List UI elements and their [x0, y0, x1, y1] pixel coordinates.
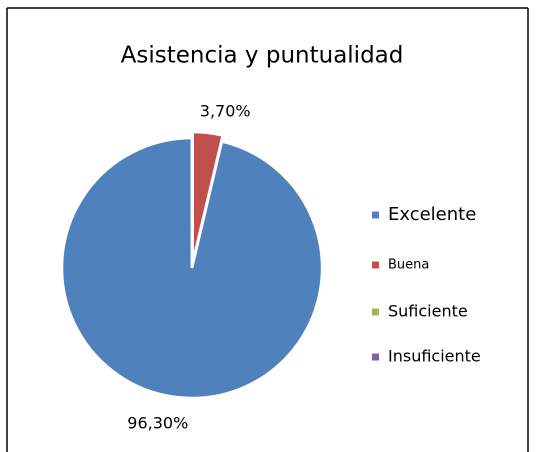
legend-swatch: [372, 261, 379, 269]
legend-label: Suficiente: [388, 302, 468, 321]
legend-swatch: [372, 211, 379, 219]
legend-label: Excelente: [388, 204, 476, 225]
legend-label: Insuficiente: [388, 347, 481, 366]
legend-label: Buena: [388, 258, 429, 273]
pie-slice: [191, 130, 225, 263]
legend-swatch: [372, 308, 379, 316]
data-label: 96,30%: [127, 413, 188, 432]
legend-swatch: [372, 353, 379, 361]
data-label: 3,70%: [200, 102, 251, 121]
chart-title: Asistencia y puntualidad: [121, 43, 404, 69]
